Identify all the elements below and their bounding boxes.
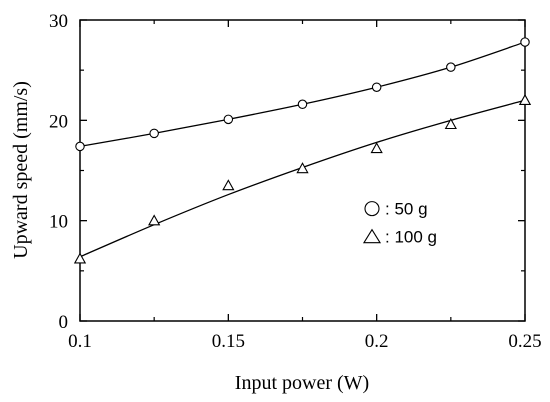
fit-line-100-g [79, 99, 526, 258]
data-point-50-g [520, 37, 530, 47]
x-axis-title: Input power (W) [235, 372, 369, 394]
data-point-50-g [223, 114, 234, 125]
fit-line-50-g [79, 41, 526, 148]
legend-marker-triangle [362, 228, 382, 244]
data-point-50-g [297, 99, 308, 110]
data-point-100-g [73, 252, 87, 264]
y-tick-label: 30 [49, 11, 68, 32]
x-tick-label: 0.25 [508, 331, 541, 352]
data-point-100-g [222, 179, 235, 191]
data-point-100-g [444, 118, 457, 130]
y-tick-label: 20 [49, 111, 68, 132]
data-point-100-g [370, 142, 383, 154]
axis-ticks: 0.1 0.15 0.2 0.25 0 10 20 30 [49, 11, 542, 352]
legend-marker-circle [364, 201, 380, 217]
legend: : 50 g : 100 g [362, 200, 437, 247]
legend-label: : 100 g [385, 228, 437, 247]
data-point-50-g [446, 62, 456, 72]
legend-label: : 50 g [385, 200, 428, 219]
x-tick-label: 0.2 [365, 331, 389, 352]
data-point-100-g [148, 214, 161, 226]
data-point-50-g [149, 128, 159, 139]
data-point-50-g [75, 141, 85, 152]
x-tick-label: 0.1 [68, 331, 92, 352]
data-markers [73, 37, 532, 264]
data-point-50-g [371, 82, 382, 92]
fit-curves [79, 41, 526, 258]
y-tick-label: 0 [59, 312, 69, 333]
data-point-100-g [296, 162, 309, 174]
x-tick-label: 0.15 [212, 331, 245, 352]
y-tick-label: 10 [49, 212, 68, 233]
y-axis-title: Upward speed (mm/s) [10, 81, 32, 259]
data-point-100-g [518, 93, 532, 105]
